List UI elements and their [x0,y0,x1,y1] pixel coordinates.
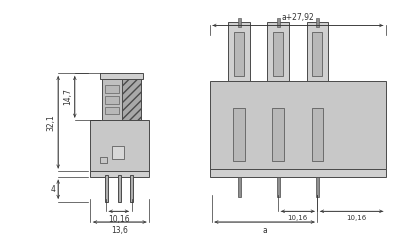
Bar [277,18,280,27]
Bar [268,22,289,81]
Circle shape [275,114,281,120]
Text: 14,7: 14,7 [63,88,72,105]
Bar [130,175,133,202]
Bar [233,108,245,161]
Text: 32,1: 32,1 [46,114,55,131]
Text: 10,16: 10,16 [288,215,308,221]
Bar [316,177,319,197]
Bar [277,177,280,197]
Text: 10,16: 10,16 [108,215,130,224]
Bar [210,81,386,169]
Bar [238,18,240,27]
Text: a: a [262,226,267,235]
Bar [105,175,108,202]
Bar [210,169,386,177]
Bar [105,96,119,104]
Circle shape [236,114,242,120]
Bar [307,22,328,81]
Bar [100,156,107,163]
Bar [316,18,319,27]
Bar [272,108,284,161]
Bar [312,108,323,161]
Bar [100,73,143,79]
Bar [105,85,119,93]
Circle shape [314,114,320,120]
Text: 10,16: 10,16 [346,215,367,221]
Bar [112,146,124,160]
Bar [312,32,322,76]
Bar [90,120,149,171]
Text: 4: 4 [50,185,55,194]
Bar [234,32,244,76]
Circle shape [218,119,230,131]
Bar [105,107,119,114]
Bar [228,22,250,81]
Bar [122,79,141,120]
Bar [118,175,121,202]
Bar [90,171,149,177]
Text: a+27,92: a+27,92 [282,13,314,21]
Bar [238,177,240,197]
Text: 13,6: 13,6 [111,226,128,235]
Bar [102,79,141,120]
Bar [273,32,283,76]
